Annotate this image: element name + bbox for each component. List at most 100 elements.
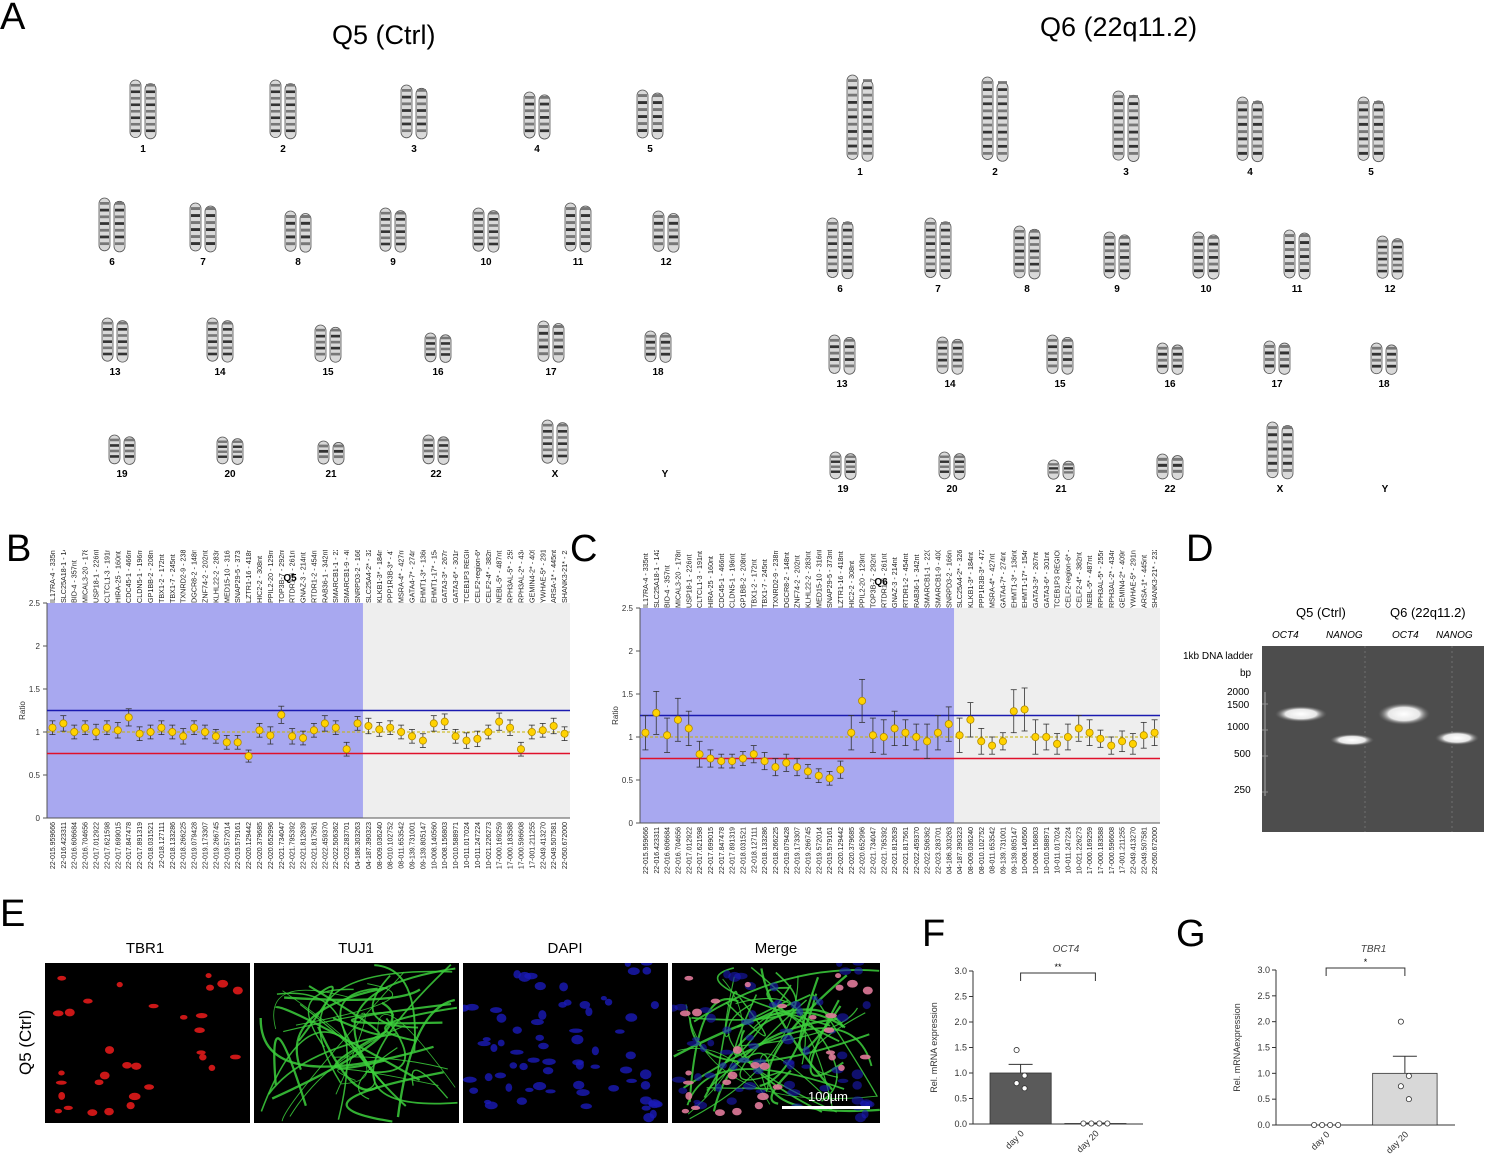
chromosome-band — [940, 465, 949, 468]
chromosome-pair-19-q6 — [829, 451, 857, 480]
nucleus — [722, 1026, 732, 1034]
nucleus — [510, 1049, 524, 1055]
chromosome-pair-7-q6 — [924, 217, 952, 280]
chromosome-band — [938, 346, 947, 350]
neurite — [713, 990, 738, 1092]
qpcr-title: TBR1 — [1361, 944, 1387, 955]
mlpa-point — [695, 750, 704, 759]
tbr1-nucleus — [684, 975, 694, 981]
chromosome-pair-15-q6 — [1046, 334, 1074, 375]
nucleus — [715, 1083, 722, 1092]
chromosome-band — [848, 137, 857, 141]
mlpa-point — [771, 763, 780, 772]
mlpa-point — [782, 758, 791, 767]
chromosome-band — [983, 81, 992, 84]
nucleus — [837, 1051, 848, 1060]
chromosome-band — [286, 103, 295, 107]
chromosome-band — [1253, 137, 1262, 141]
chromosome-band — [381, 236, 390, 240]
nucleus — [852, 963, 865, 966]
chromosome-band — [539, 338, 548, 342]
chromosome-band — [1030, 249, 1039, 253]
chromosome-band — [441, 336, 450, 340]
chromosome-band — [100, 222, 109, 225]
mlpa-position-label: 10-008.156803 — [1033, 827, 1040, 874]
qpcr-point — [1104, 1120, 1111, 1127]
mlpa-probe-label: GATA4-7* - 274nt — [998, 552, 1007, 608]
chromosome-label-11-q6: 11 — [1291, 284, 1303, 295]
chromosome-band — [654, 235, 663, 239]
nucleus — [484, 1073, 493, 1082]
mlpa-point — [1042, 732, 1051, 741]
mlpa-point — [92, 727, 101, 736]
chromosome-21-q6-0 — [1047, 459, 1060, 480]
chromosome-band — [1238, 108, 1247, 112]
chromosome-band — [831, 455, 840, 458]
chromosome-band — [830, 345, 839, 349]
mlpa-y-tick-label: 0.5 — [622, 776, 634, 785]
chromosome-band — [208, 321, 217, 325]
chromosome-band — [539, 331, 548, 335]
chromosome-band — [417, 115, 426, 119]
chromosome-band — [983, 109, 992, 113]
mlpa-probe-label: SLC25A4-2* - 326nt — [955, 550, 964, 608]
chromosome-band — [115, 208, 124, 212]
chromosome-band — [381, 218, 390, 221]
chromosome-band — [1063, 364, 1072, 368]
chromosome-band — [554, 325, 563, 328]
tbr1-nucleus — [682, 1080, 694, 1085]
chromosome-band — [554, 345, 563, 349]
karyotype-title-q5: Q5 (Ctrl) — [332, 20, 436, 50]
chromosome-band — [1158, 346, 1167, 350]
chromosome-band — [998, 88, 1007, 91]
mlpa-point — [440, 717, 449, 726]
mlpa-title: Q5 — [283, 573, 297, 584]
chromosome-pair-1-q6 — [846, 74, 874, 162]
chromosome-band — [1300, 241, 1309, 245]
nucleus — [527, 1057, 540, 1063]
chromosome-band — [831, 465, 840, 468]
nucleus — [518, 971, 531, 982]
mlpa-probe-label: GEMIN4-2* - 409nt — [527, 550, 536, 603]
chromosome-band — [1372, 346, 1381, 350]
nucleus — [542, 1058, 556, 1066]
nucleus — [707, 1039, 715, 1047]
chromosome-band — [286, 129, 295, 133]
tbr1-nucleus — [205, 973, 212, 979]
chromosome-band — [581, 228, 590, 232]
chromosome-pair-22-q5 — [422, 434, 450, 465]
gel-ladder-500: 500 — [1234, 749, 1251, 760]
chromosome-band — [539, 345, 548, 349]
nucleus — [534, 982, 546, 991]
chromosome-label-16-q5: 16 — [432, 367, 444, 378]
mlpa-position-label: 17-000.169259 — [1087, 827, 1094, 874]
chromosome-band — [848, 122, 857, 126]
chromosome-band — [848, 108, 857, 112]
gel-band-oct4-q6 — [1378, 703, 1430, 725]
mlpa-position-label: 10-011.017024 — [1055, 827, 1062, 874]
nucleus — [852, 1081, 862, 1090]
nucleus — [575, 1060, 584, 1070]
chromosome-pair-16-q5 — [424, 332, 452, 363]
chromosome-band — [938, 340, 947, 344]
chromosome-label-6-q5: 6 — [109, 257, 115, 268]
chromosome-band — [638, 129, 647, 133]
nucleus — [816, 998, 824, 1006]
mlpa-position-label: 22-020.129442 — [246, 822, 253, 869]
chromosome-band — [286, 122, 295, 126]
tbr1-nucleus — [144, 1084, 155, 1090]
mlpa-position-label: 22-016.606684 — [665, 827, 672, 874]
chromosome-band — [286, 242, 295, 246]
chromosome-band — [1378, 257, 1387, 261]
chromosome-band — [1064, 463, 1073, 466]
chromosome-band — [1359, 130, 1368, 134]
chromosome-band — [131, 109, 140, 113]
neurite — [760, 968, 834, 1091]
mlpa-probe-label: HIRA-25 - 160nt — [706, 556, 715, 608]
chromosome-band — [206, 235, 215, 239]
chromosome-band — [191, 228, 200, 232]
mlpa-point — [135, 729, 144, 738]
qpcr-y-tick-label: 1.0 — [1257, 1068, 1270, 1078]
chromosome-band — [661, 346, 670, 350]
chromosome-pair-21-q5 — [317, 440, 345, 465]
